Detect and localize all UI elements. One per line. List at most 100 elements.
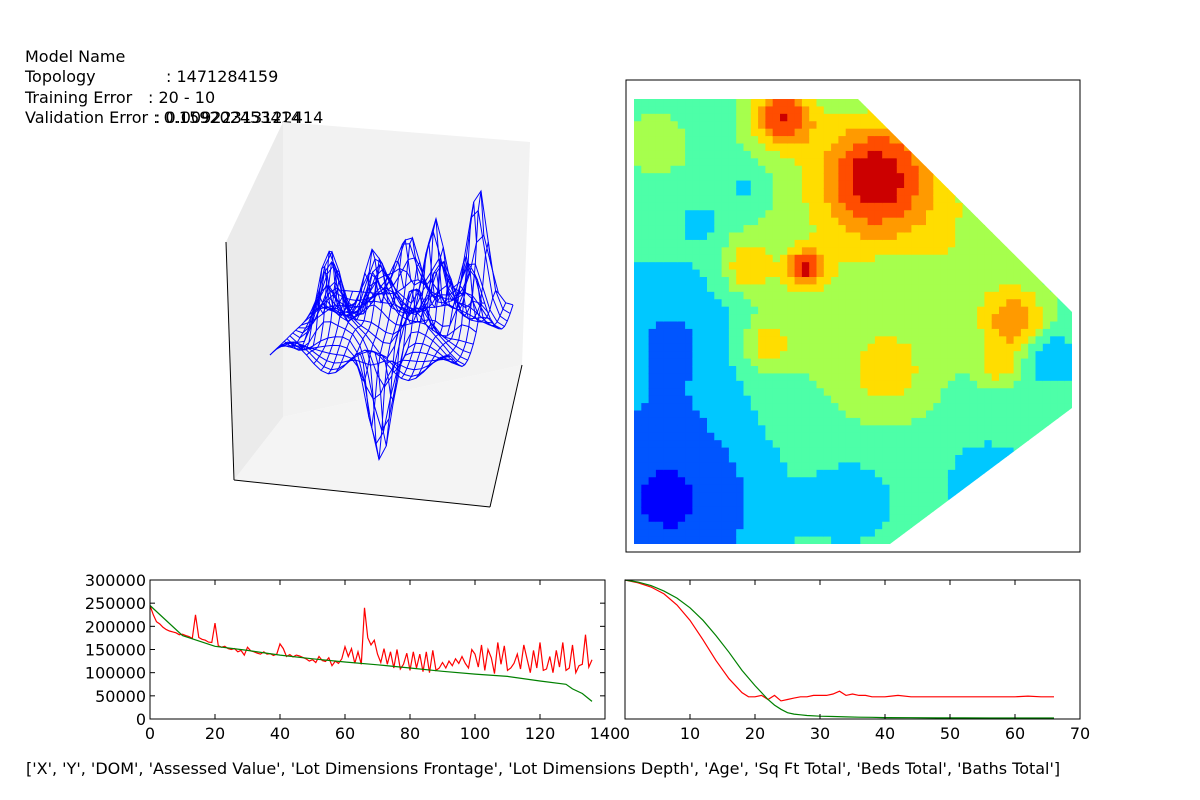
contour-cell (911, 380, 920, 389)
contour-cell (728, 447, 737, 456)
contour-cell (721, 99, 730, 108)
contour-cell (1013, 254, 1022, 263)
contour-cell (926, 410, 934, 419)
contour-cell (999, 380, 1007, 389)
contour-cell (634, 521, 642, 530)
contour-cell (911, 469, 920, 478)
contour-cell (780, 417, 788, 426)
contour-cell (677, 239, 686, 248)
contour-cell (634, 492, 642, 501)
contour-cell (655, 254, 664, 263)
contour-cell (685, 373, 693, 382)
contour-cell (801, 366, 810, 375)
contour-cell (896, 425, 905, 434)
contour-cell (831, 425, 839, 434)
contour-cell (911, 492, 920, 501)
contour-cell (794, 336, 803, 345)
contour-cell (1006, 403, 1015, 412)
contour-cell (648, 262, 657, 271)
contour-cell (926, 455, 934, 464)
contour-cell (699, 477, 708, 486)
contour-cell (801, 291, 810, 300)
contour-cell (918, 269, 927, 278)
contour-cell (889, 366, 898, 375)
contour-cell (1057, 306, 1066, 315)
contour-cell (853, 477, 861, 486)
contour-cell (1013, 351, 1022, 360)
contour-cell (904, 173, 912, 182)
contour-cell (801, 113, 810, 122)
contour-cell (787, 210, 796, 219)
contour-cell (816, 291, 825, 300)
contour-cell (641, 121, 650, 130)
contour-cell (736, 232, 745, 241)
contour-cell (947, 343, 956, 352)
contour-cell (743, 269, 752, 278)
contour-cell (699, 492, 708, 501)
contour-cell (714, 492, 723, 501)
contour-cell (889, 217, 898, 226)
contour-cell (634, 366, 642, 375)
contour-cell (1035, 321, 1044, 330)
contour-cell (641, 321, 650, 330)
contour-cell (823, 180, 832, 189)
contour-cell (787, 217, 796, 226)
contour-cell (845, 328, 854, 337)
contour-cell (750, 143, 759, 152)
contour-cell (772, 232, 781, 241)
contour-cell (933, 188, 942, 197)
contour-cell (714, 499, 723, 508)
contour-cell (721, 425, 730, 434)
contour-cell (641, 425, 650, 434)
contour-cell (765, 277, 774, 286)
contour-cell (699, 106, 708, 115)
contour-cell (743, 380, 752, 389)
contour-cell (736, 202, 745, 211)
contour-cell (977, 351, 985, 360)
contour-cell (714, 358, 723, 367)
contour-cell (714, 143, 723, 152)
contour-cell (663, 440, 672, 449)
contour-cell (969, 358, 978, 367)
contour-cell (750, 106, 759, 115)
contour-cell (758, 262, 766, 271)
contour-cell (896, 239, 905, 248)
contour-cell (648, 158, 657, 167)
contour-cell (655, 366, 664, 375)
contour-cell (918, 462, 927, 471)
contour-cell (772, 380, 781, 389)
contour-cell (765, 136, 774, 145)
contour-cell (641, 269, 650, 278)
contour-cell (926, 462, 934, 471)
contour-cell (860, 225, 869, 234)
contour-cell (918, 277, 927, 286)
contour-cell (867, 380, 876, 389)
contour-cell (911, 180, 920, 189)
contour-cell (1006, 388, 1015, 397)
contour-cell (947, 247, 956, 256)
contour-cell (655, 158, 664, 167)
contour-cell (918, 366, 927, 375)
contour-cell (867, 366, 876, 375)
contour-cell (940, 336, 949, 345)
contour-cell (911, 343, 920, 352)
contour-cell (1020, 336, 1029, 345)
contour-cell (933, 269, 942, 278)
contour-cell (692, 225, 701, 234)
contour-cell (1013, 373, 1022, 382)
contour-cell (889, 514, 898, 523)
contour-cell (926, 492, 934, 501)
contour-cell (670, 113, 679, 122)
contour-cell (750, 128, 759, 137)
contour-cell (750, 336, 759, 345)
contour-cell (940, 202, 949, 211)
contour-cell (816, 410, 825, 419)
contour-cell (904, 188, 912, 197)
contour-cell (670, 521, 679, 530)
contour-cell (634, 529, 642, 538)
contour-cell (801, 358, 810, 367)
contour-cell (692, 343, 701, 352)
contour-cell (634, 165, 642, 174)
contour-cell (743, 462, 752, 471)
contour-cell (648, 113, 657, 122)
